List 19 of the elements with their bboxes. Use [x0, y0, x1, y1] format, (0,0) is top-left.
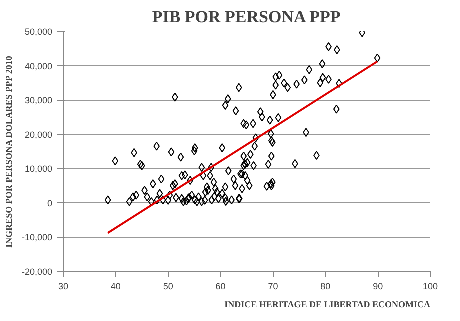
x-tick-label: 100	[422, 282, 438, 292]
x-tick-label: 50	[163, 282, 174, 292]
y-tick-label: -20,000	[22, 267, 53, 277]
x-tick-label: 70	[268, 282, 278, 292]
x-tick-label: 40	[110, 282, 121, 292]
y-axis-title: INGRESO POR PERSONA DOLARES PPP 2010	[4, 56, 14, 248]
x-tick-label: 80	[320, 282, 331, 292]
y-tick-label: 0	[47, 198, 53, 208]
x-tick-label: 30	[58, 282, 69, 292]
y-tick-label: -10,000	[22, 232, 53, 243]
chart-title: PIB POR PERSONA PPP	[152, 8, 341, 26]
y-tick-label: 10,000	[24, 164, 53, 174]
y-tick-label: 40,000	[24, 61, 53, 72]
y-tick-label: 20,000	[24, 130, 53, 140]
x-tick-label: 60	[216, 282, 226, 292]
x-tick-label: 90	[373, 282, 384, 292]
y-tick-label: 50,000	[24, 27, 53, 37]
x-axis-title: INDICE HERITAGE DE LIBERTAD ECONOMICA	[224, 300, 431, 310]
y-tick-label: 30,000	[24, 96, 53, 106]
